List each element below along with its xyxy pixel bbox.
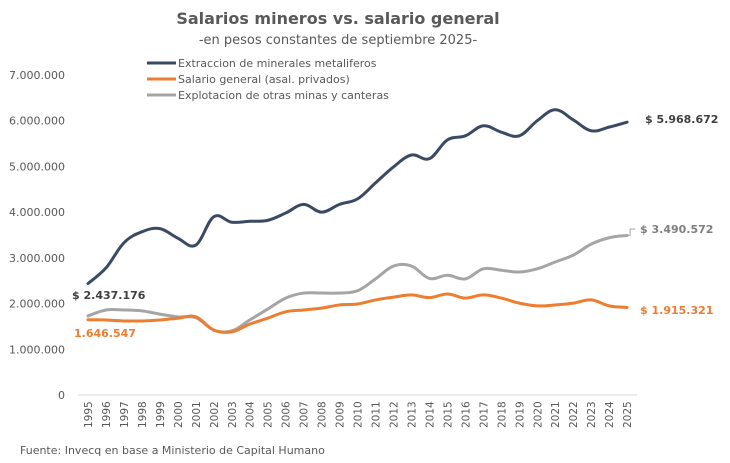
y-tick-label: 0 — [58, 389, 65, 402]
data-label-end-salario-general: $ 1.915.321 — [640, 304, 713, 317]
data-label-end-metaliferos: $ 5.968.672 — [645, 113, 718, 126]
legend-label: Extraccion de minerales metaliferos — [178, 57, 377, 70]
x-tick-label: 2007 — [299, 401, 311, 428]
series-line-salario-general — [86, 292, 629, 335]
x-tick-label: 2017 — [478, 401, 490, 428]
x-tick-label: 1995 — [83, 401, 95, 428]
x-tick-label: 2014 — [424, 401, 436, 428]
y-tick-label: 2.000.000 — [9, 298, 65, 311]
x-tick-label: 2020 — [532, 401, 544, 428]
chart-subtitle: -en pesos constantes de septiembre 2025- — [199, 33, 478, 48]
x-tick-label: 2024 — [604, 401, 616, 428]
x-tick-label: 2023 — [586, 401, 598, 428]
x-tick-label: 2001 — [191, 401, 203, 428]
x-tick-label: 2000 — [173, 401, 185, 428]
x-tick-label: 2003 — [227, 401, 239, 428]
x-tick-label: 2006 — [281, 401, 293, 428]
x-axis: 1995 1996 1997 1998 1999 2000 2001 2002 2003 2004… — [83, 401, 634, 428]
leader-line — [627, 228, 636, 236]
x-tick-label: 2019 — [514, 401, 526, 428]
y-tick-label: 5.000.000 — [9, 160, 65, 173]
legend-label: Explotacion de otras minas y canteras — [178, 89, 389, 102]
x-tick-label: 2011 — [371, 401, 383, 428]
x-tick-label: 2016 — [460, 401, 472, 428]
x-tick-label: 2021 — [550, 401, 562, 428]
source-note: Fuente: Invecq en base a Ministerio de C… — [20, 444, 325, 457]
series-line-metaliferos — [86, 108, 629, 286]
y-tick-label: 7.000.000 — [9, 69, 65, 82]
y-tick-label: 1.000.000 — [9, 343, 65, 356]
x-tick-label: 1998 — [137, 401, 149, 428]
data-labels: $ 2.437.176 1.646.547 $ 5.968.672 $ 3.490.5… — [72, 113, 718, 340]
legend: Extraccion de minerales metaliferos Salar… — [147, 57, 389, 102]
x-tick-label: 2013 — [406, 401, 418, 428]
x-tick-label: 1997 — [119, 401, 131, 428]
y-tick-label: 6.000.000 — [9, 115, 65, 128]
x-tick-label: 2010 — [353, 401, 365, 428]
data-label-start-salario-general: 1.646.547 — [74, 327, 136, 340]
x-tick-label: 2012 — [388, 401, 400, 428]
x-tick-label: 2005 — [263, 401, 275, 428]
x-tick-label: 2015 — [442, 401, 454, 428]
x-tick-label: 2002 — [209, 401, 221, 428]
y-tick-label: 3.000.000 — [9, 252, 65, 265]
x-tick-label: 2018 — [496, 401, 508, 428]
x-tick-label: 1999 — [155, 401, 167, 428]
y-tick-label: 4.000.000 — [9, 206, 65, 219]
x-tick-label: 2008 — [317, 401, 329, 428]
data-label-end-otras-minas: $ 3.490.572 — [640, 223, 713, 236]
x-tick-label: 2025 — [622, 401, 634, 428]
series-group — [86, 108, 629, 335]
legend-label: Salario general (asal. privados) — [178, 73, 350, 86]
x-tick-label: 2004 — [245, 401, 257, 428]
x-tick-label: 2022 — [568, 401, 580, 428]
x-tick-label: 2009 — [335, 401, 347, 428]
x-tick-label: 1996 — [101, 401, 113, 428]
chart-title: Salarios mineros vs. salario general — [176, 9, 499, 28]
data-label-start-metaliferos: $ 2.437.176 — [72, 289, 146, 302]
y-axis: 0 1.000.000 2.000.000 3.000.000 4.000.000 5.0… — [9, 69, 65, 402]
